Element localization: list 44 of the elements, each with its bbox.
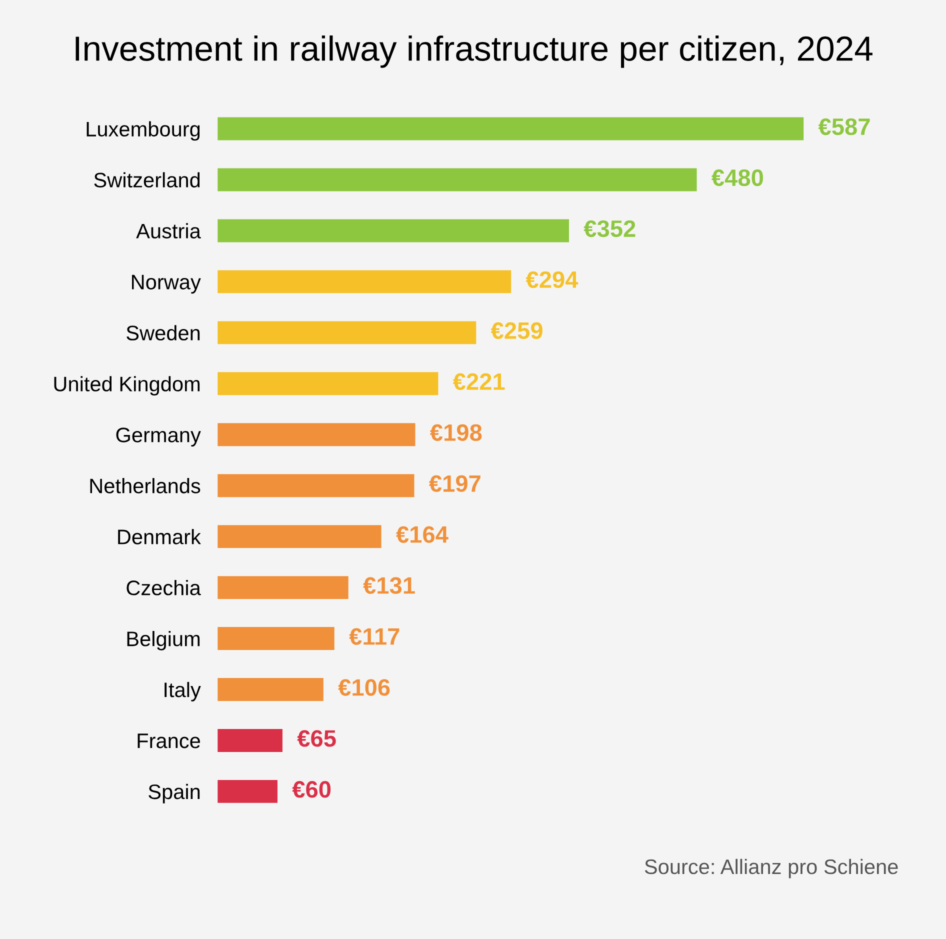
bar [218, 321, 476, 344]
bar [218, 525, 382, 548]
bar [218, 729, 282, 752]
y-tick-label: Czechia [126, 580, 201, 596]
data-label: €131 [363, 577, 415, 594]
bar [218, 627, 334, 650]
chart-title: Investment in railway infrastructure per citizen, 2024 [76, 35, 872, 68]
data-label: €164 [396, 526, 448, 543]
data-label: €197 [429, 475, 480, 492]
y-tick-label: Sweden [126, 325, 200, 340]
y-tick-label: Spain [148, 784, 200, 804]
y-tick-label: Belgium [127, 630, 200, 650]
y-tick-label: Norway [132, 274, 201, 294]
bar [218, 168, 697, 192]
bar [218, 780, 278, 803]
data-label: €221 [452, 373, 505, 390]
data-label: €106 [338, 679, 390, 696]
data-label: €352 [584, 220, 636, 238]
data-label: €587 [818, 118, 870, 136]
bar [218, 219, 569, 242]
y-tick-label: Italy [164, 682, 201, 702]
bar [218, 117, 804, 140]
y-tick-label: United Kingdom [54, 376, 200, 396]
bar [218, 678, 324, 701]
data-label: €294 [526, 271, 578, 288]
y-tick-label: France [138, 734, 200, 748]
y-tick-label: Austria [136, 223, 201, 238]
source-note: Source: Allianz pro Schiene [644, 858, 898, 878]
bar [218, 270, 512, 294]
bar [218, 372, 438, 396]
y-tick-label: Germany [116, 428, 201, 446]
y-tick-label: Switzerland [94, 172, 200, 188]
y-tick-label: Netherlands [90, 478, 200, 494]
bar [218, 474, 414, 498]
data-label: €259 [490, 322, 542, 340]
data-label: €117 [349, 628, 400, 645]
data-label: €65 [297, 730, 336, 747]
bar [218, 423, 416, 446]
data-label: €60 [292, 781, 331, 798]
bar [218, 576, 348, 600]
y-tick-label: Denmark [118, 529, 201, 544]
data-label: €480 [712, 169, 763, 186]
data-label: €198 [430, 424, 482, 441]
y-tick-label: Luxembourg [86, 121, 200, 141]
